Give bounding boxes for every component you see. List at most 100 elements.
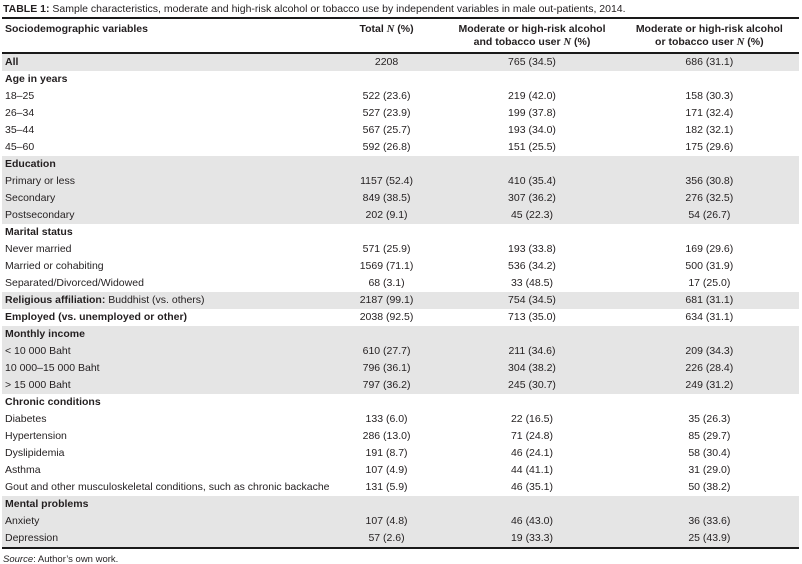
row-label: Chronic conditions [2,394,329,411]
cell-and-user: 199 (37.8) [508,107,556,119]
row-label: 26–34 [2,105,329,122]
cell-and-user [444,224,619,241]
cell-and-user: 754 (34.5) [444,292,620,309]
data-table: Sociodemographic variables Total N (%) M… [2,19,799,549]
cell-or-user: 50 (38.2) [688,481,731,493]
cell-total: 527 (23.9) [362,107,411,119]
section-header-row: Chronic conditions [2,394,799,411]
cell-or-user [620,224,799,241]
math-n-symbol: N [563,37,572,48]
table-row: Employed (vs. unemployed or other) 2038 (… [2,309,799,326]
cell-and-user: 219 (42.0) [508,90,556,102]
cell-or-user: 171 (32.4) [685,107,734,119]
row-label: 10 000–15 000 Baht [2,360,329,377]
table-row: < 10 000 Baht 610 (27.7) 211 (34.6) 209 (34… [2,343,799,360]
col-header-or-tobacco-user: Moderate or high-risk alcohol or tobacco … [619,19,799,54]
row-label: Diabetes [2,411,329,428]
cell-and-user: 193 (33.8) [508,243,556,255]
cell-or-user: 158 (30.3) [685,90,734,102]
cell-or-user: 686 (31.1) [619,53,799,71]
cell-or-user: 681 (31.1) [619,292,799,309]
header-row: Sociodemographic variables Total N (%) M… [2,19,799,54]
row-label-text: Education [5,158,56,170]
table-caption-text: Sample characteristics, moderate and hig… [49,3,626,15]
table-caption: TABLE 1: Sample characteristics, moderat… [2,1,799,19]
source-text: : Author’s own work. [33,554,119,564]
cell-or-user: 356 (30.8) [619,173,799,190]
row-label-text: Chronic conditions [5,396,101,408]
cell-total: 191 (8.7) [365,447,408,459]
cell-and-user: 19 (33.3) [444,530,620,549]
table-row: 35–44 567 (25.7) 193 (34.0) 182 (32.1) [2,122,799,139]
table-row: 26–34 527 (23.9) 199 (37.8) 171 (32.4) [2,105,799,122]
cell-and-user: 71 (24.8) [510,430,553,442]
cell-total [329,394,445,411]
row-label-text: Dyslipidemia [5,447,65,459]
cell-or-user: 634 (31.1) [685,311,734,323]
cell-or-user [619,326,799,343]
cell-and-user [444,394,619,411]
cell-or-user: 35 (26.3) [688,413,731,425]
row-label-text: Marital status [5,226,73,238]
row-label: All [2,53,329,71]
row-label-text: Primary or less [5,175,76,187]
table-row: Primary or less 1157 (52.4) 410 (35.4) 356 … [2,173,799,190]
cell-and-user: 33 (48.5) [510,277,553,289]
cell-total: 567 (25.7) [362,124,411,136]
table-row: Postsecondary 202 (9.1) 45 (22.3) 54 (26.7) [2,207,799,224]
row-label-text: Gout and other musculoskeletal condition… [5,481,329,493]
row-label: Married or cohabiting [2,258,329,275]
table-body: All 2208 765 (34.5) 686 (31.1) Age in years 1… [2,53,799,549]
table-row: Asthma 107 (4.9) 44 (41.1) 31 (29.0) [2,462,799,479]
row-label-bold-prefix: Religious affiliation: [5,294,106,306]
row-label-text: Mental problems [5,498,89,510]
table-row: Diabetes 133 (6.0) 22 (16.5) 35 (26.3) [2,411,799,428]
cell-or-user: 175 (29.6) [685,141,734,153]
col-header-total: Total N (%) [328,19,445,54]
row-label-text: Employed (vs. unemployed or other) [5,311,188,323]
cell-and-user: 410 (35.4) [444,173,620,190]
row-label-text: Asthma [5,464,41,476]
cell-total: 133 (6.0) [365,413,408,425]
row-label: Monthly income [2,326,329,343]
cell-total: 286 (13.0) [362,430,411,442]
row-label-text: Secondary [5,192,56,204]
cell-total [328,156,445,173]
cell-or-user: 31 (29.0) [688,464,731,476]
row-label: Education [2,156,329,173]
cell-total: 2038 (92.5) [359,311,414,323]
cell-and-user [444,71,619,88]
section-header-row: Education [2,156,799,173]
row-label: Marital status [2,224,329,241]
section-header-row: Marital status [2,224,799,241]
cell-total: 2187 (99.1) [328,292,445,309]
row-label: Anxiety [2,513,329,530]
cell-and-user: 193 (34.0) [508,124,556,136]
cell-and-user: 304 (38.2) [444,360,620,377]
cell-or-user [620,394,799,411]
row-label-text: 35–44 [5,124,35,136]
row-label: Postsecondary [2,207,329,224]
row-label-text: All [5,56,19,68]
table-row: 10 000–15 000 Baht 796 (36.1) 304 (38.2) 22… [2,360,799,377]
table-row: Depression 57 (2.6) 19 (33.3) 25 (43.9) [2,530,799,549]
row-label: 35–44 [2,122,329,139]
row-label: Hypertension [2,428,329,445]
cell-total: 610 (27.7) [328,343,445,360]
section-header-row: Mental problems [2,496,799,513]
table-row: All 2208 765 (34.5) 686 (31.1) [2,53,799,71]
table-row: Never married 571 (25.9) 193 (33.8) 169 (29… [2,241,799,258]
cell-total: 57 (2.6) [328,530,445,549]
cell-and-user: 211 (34.6) [444,343,620,360]
source-label: Source [3,554,34,564]
cell-total [328,326,445,343]
row-label: Secondary [2,190,329,207]
cell-total: 571 (25.9) [362,243,411,255]
cell-or-user: 182 (32.1) [685,124,734,136]
cell-total [328,496,445,513]
table-caption-number: TABLE 1: [3,3,50,15]
row-label-text: > 15 000 Baht [5,379,71,391]
cell-total [329,71,445,88]
cell-total: 849 (38.5) [328,190,445,207]
row-label-text: < 10 000 Baht [5,345,71,357]
